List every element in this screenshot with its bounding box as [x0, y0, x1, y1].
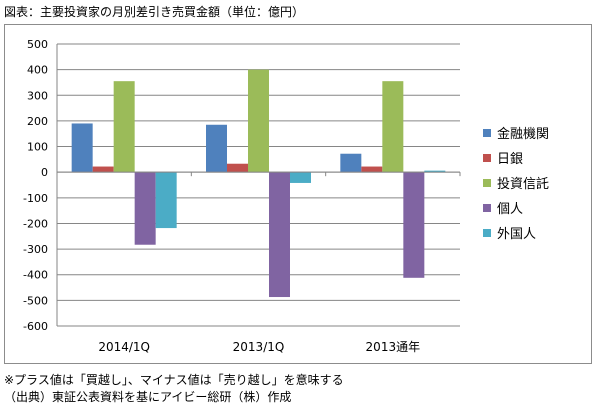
legend-swatch	[483, 204, 491, 212]
y-tick-label: 0	[41, 166, 48, 179]
bar	[113, 81, 135, 173]
bar	[290, 172, 311, 183]
y-tick-label: -600	[23, 320, 48, 333]
y-tick-label: -400	[23, 269, 48, 282]
y-tick-label: 500	[27, 38, 48, 51]
bar	[424, 170, 446, 173]
x-tick-label: 2013通年	[366, 340, 421, 354]
legend-label: 日銀	[497, 152, 523, 167]
legend-label: 金融機関	[497, 126, 549, 142]
chart-caption: 図表：主要投資家の月別差引き売買金額（単位：億円）	[4, 5, 305, 19]
legend-swatch	[483, 154, 491, 162]
bar	[134, 172, 156, 245]
bar	[340, 153, 362, 173]
bar	[206, 124, 227, 173]
bar	[71, 123, 93, 173]
bar	[382, 81, 404, 173]
chart-frame: 500 400 300 200 100 0 -100 -200 -300 -400 -500 -600…	[4, 24, 592, 364]
notes: ※プラス値は「買越し」、マイナス値は「売り越し」を意味する （出典）東証公表資料…	[4, 372, 344, 406]
bar	[227, 163, 248, 173]
y-tick-label: -100	[23, 192, 48, 205]
note-line: ※プラス値は「買越し」、マイナス値は「売り越し」を意味する	[4, 373, 344, 387]
bar	[92, 166, 114, 173]
y-tick-label: 100	[27, 141, 48, 154]
y-tick-label: -500	[23, 294, 48, 307]
bar	[155, 172, 177, 229]
bar	[269, 172, 290, 298]
legend-swatch	[483, 229, 491, 237]
legend-swatch	[483, 129, 491, 137]
y-tick-label: 300	[27, 89, 48, 102]
x-tick-label: 2013/1Q	[233, 340, 285, 354]
x-tick-label: 2014/1Q	[98, 340, 150, 354]
bar	[248, 69, 269, 173]
bar	[403, 172, 425, 278]
y-tick-label: -200	[23, 217, 48, 230]
bar	[361, 166, 383, 173]
bar-chart: 500 400 300 200 100 0 -100 -200 -300 -400 -500 -600…	[23, 38, 549, 354]
y-tick-label: 200	[27, 115, 48, 128]
legend-swatch	[483, 179, 491, 187]
y-tick-label: 400	[27, 64, 48, 77]
y-tick-label: -300	[23, 243, 48, 256]
legend-label: 個人	[497, 202, 523, 217]
legend-label: 外国人	[497, 227, 536, 242]
legend-label: 投資信託	[497, 176, 549, 192]
source-line: （出典）東証公表資料を基にアイビー総研（株）作成	[4, 390, 292, 404]
